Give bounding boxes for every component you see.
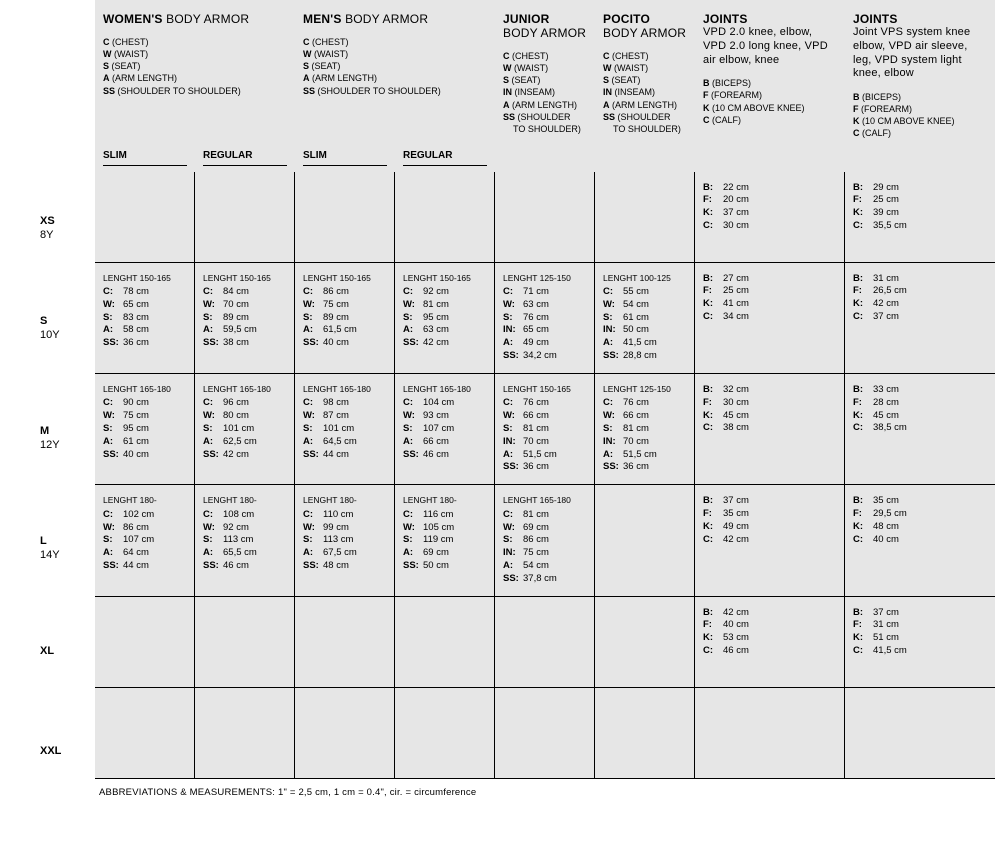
cell-s-joints2: B:31 cm F:26,5 cm K:42 cm C:37 cm	[845, 263, 995, 373]
abbreviations-footer: ABBREVIATIONS & MEASUREMENTS: 1" = 2,5 c…	[95, 779, 995, 810]
cell-l-mslim: LENGHT 180- C:110 cm W:99 cm S:113 cm A:…	[295, 485, 395, 595]
cell-l-wreg: LENGHT 180- C:108 cm W:92 cm S:113 cm A:…	[195, 485, 295, 595]
cell-s-mslim: LENGHT 150-165 C:86 cm W:75 cm S:89 cm A…	[295, 263, 395, 373]
size-label-s: S10Y	[40, 315, 60, 343]
header-row: WOMEN'S BODY ARMOR C (CHEST) W (WAIST) S…	[95, 0, 995, 146]
cell-m-joints2: B:33 cm F:28 cm K:45 cm C:38,5 cm	[845, 374, 995, 484]
cell-m-mslim: LENGHT 165-180 C:98 cm W:87 cm S:101 cm …	[295, 374, 395, 484]
cell-xs-joints2: B:29 cm F:25 cm K:39 cm C:35,5 cm	[845, 172, 995, 262]
row-xxl	[95, 687, 995, 779]
cell-s-wslim: LENGHT 150-165 C:78 cm W:65 cm S:83 cm A…	[95, 263, 195, 373]
row-xs: B:22 cm F:20 cm K:37 cm C:30 cm B:29 cm …	[95, 172, 995, 262]
size-label-xxl: XXL	[40, 745, 61, 759]
fit-womens-slim: SLIM	[95, 146, 195, 172]
cell-xl-joints1: B:42 cm F:40 cm K:53 cm C:46 cm	[695, 597, 845, 687]
cell-s-junior: LENGHT 125-150 C:71 cm W:63 cm S:76 cm I…	[495, 263, 595, 373]
size-chart: XS8Y S10Y M12Y L14Y XL XXL WOMEN'S BODY …	[95, 0, 995, 779]
legend-pocito: C (CHEST) W (WAIST) S (SEAT) IN (INSEAM)…	[603, 50, 687, 135]
header-joints2: JOINTS Joint VPS system knee elbow, VPD …	[845, 0, 995, 146]
legend-womens: C (CHEST) W (WAIST) S (SEAT) A (ARM LENG…	[103, 36, 287, 97]
cell-l-joints1: B:37 cm F:35 cm K:49 cm C:42 cm	[695, 485, 845, 595]
cell-xs-joints1: B:22 cm F:20 cm K:37 cm C:30 cm	[695, 172, 845, 262]
cell-s-pocito: LENGHT 100-125 C:55 cm W:54 cm S:61 cm I…	[595, 263, 695, 373]
cell-l-pocito	[595, 485, 695, 595]
fit-mens-slim: SLIM	[295, 146, 395, 172]
cell-l-joints2: B:35 cm F:29,5 cm K:48 cm C:40 cm	[845, 485, 995, 595]
cell-s-joints1: B:27 cm F:25 cm K:41 cm C:34 cm	[695, 263, 845, 373]
legend-junior: C (CHEST) W (WAIST) S (SEAT) IN (INSEAM)…	[503, 50, 587, 135]
cell-l-mreg: LENGHT 180- C:116 cm W:105 cm S:119 cm A…	[395, 485, 495, 595]
header-joints1: JOINTS VPD 2.0 knee, elbow, VPD 2.0 long…	[695, 0, 845, 146]
cell-m-junior: LENGHT 150-165 C:76 cm W:66 cm S:81 cm I…	[495, 374, 595, 484]
legend-mens: C (CHEST) W (WAIST) S (SEAT) A (ARM LENG…	[303, 36, 487, 97]
row-s: LENGHT 150-165 C:78 cm W:65 cm S:83 cm A…	[95, 262, 995, 373]
cell-s-wreg: LENGHT 150-165 C:84 cm W:70 cm S:89 cm A…	[195, 263, 295, 373]
cell-m-pocito: LENGHT 125-150 C:76 cm W:66 cm S:81 cm I…	[595, 374, 695, 484]
size-label-m: M12Y	[40, 425, 60, 453]
cell-m-wreg: LENGHT 165-180 C:96 cm W:80 cm S:101 cm …	[195, 374, 295, 484]
cell-xl-joints2: B:37 cm F:31 cm K:51 cm C:41,5 cm	[845, 597, 995, 687]
size-label-xl: XL	[40, 645, 54, 659]
row-l: LENGHT 180- C:102 cm W:86 cm S:107 cm A:…	[95, 484, 995, 595]
cell-m-joints1: B:32 cm F:30 cm K:45 cm C:38 cm	[695, 374, 845, 484]
cell-l-wslim: LENGHT 180- C:102 cm W:86 cm S:107 cm A:…	[95, 485, 195, 595]
header-mens: MEN'S BODY ARMOR C (CHEST) W (WAIST) S (…	[295, 0, 495, 146]
fit-row: SLIM REGULAR SLIM REGULAR	[95, 146, 995, 172]
header-pocito: POCITO BODY ARMOR C (CHEST) W (WAIST) S …	[595, 0, 695, 146]
header-junior: JUNIOR BODY ARMOR C (CHEST) W (WAIST) S …	[495, 0, 595, 146]
row-xl: B:42 cm F:40 cm K:53 cm C:46 cm B:37 cm …	[95, 596, 995, 687]
size-label-l: L14Y	[40, 535, 60, 563]
size-label-xs: XS8Y	[40, 215, 55, 243]
legend-joints1: B (BICEPS) F (FOREARM) K (10 CM ABOVE KN…	[703, 77, 837, 126]
cell-l-junior: LENGHT 165-180 C:81 cm W:69 cm S:86 cm I…	[495, 485, 595, 595]
cell-m-mreg: LENGHT 165-180 C:104 cm W:93 cm S:107 cm…	[395, 374, 495, 484]
fit-mens-regular: REGULAR	[395, 146, 495, 172]
fit-womens-regular: REGULAR	[195, 146, 295, 172]
header-womens: WOMEN'S BODY ARMOR C (CHEST) W (WAIST) S…	[95, 0, 295, 146]
legend-joints2: B (BICEPS) F (FOREARM) K (10 CM ABOVE KN…	[853, 91, 987, 140]
cell-m-wslim: LENGHT 165-180 C:90 cm W:75 cm S:95 cm A…	[95, 374, 195, 484]
row-m: LENGHT 165-180 C:90 cm W:75 cm S:95 cm A…	[95, 373, 995, 484]
cell-s-mreg: LENGHT 150-165 C:92 cm W:81 cm S:95 cm A…	[395, 263, 495, 373]
